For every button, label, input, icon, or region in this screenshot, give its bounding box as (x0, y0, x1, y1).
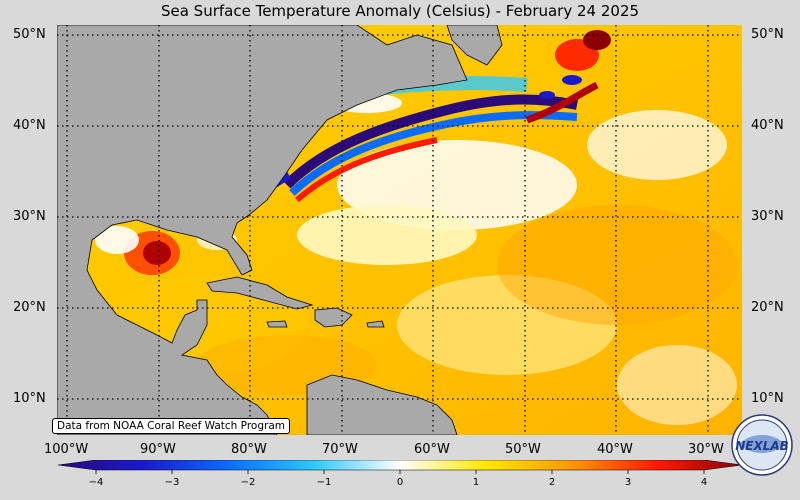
colorbar-tick-label: 2 (549, 477, 555, 488)
colorbar-tick-label: −1 (317, 477, 332, 488)
lon-label: 90°W (140, 442, 176, 457)
lat-label-right: 30°N (751, 209, 784, 224)
lon-label: 50°W (505, 442, 541, 457)
colorbar-tick-label: −4 (89, 477, 104, 488)
land-masses (57, 25, 503, 435)
sst-anomaly-map (57, 25, 742, 435)
lat-label-right: 50°N (751, 27, 784, 42)
lat-label-left: 20°N (13, 300, 46, 315)
lon-label: 70°W (322, 442, 358, 457)
lat-label-left: 40°N (13, 118, 46, 133)
lat-label-left: 30°N (13, 209, 46, 224)
lat-label-right: 40°N (751, 118, 784, 133)
map-title: Sea Surface Temperature Anomaly (Celsius… (160, 2, 640, 20)
lon-label: 30°W (688, 442, 724, 457)
colorbar-tick-label: −2 (241, 477, 256, 488)
lon-label: 40°W (597, 442, 633, 457)
lat-label-right: 20°N (751, 300, 784, 315)
lat-label-right: 10°N (751, 391, 784, 406)
data-credit: Data from NOAA Coral Reef Watch Program (52, 418, 290, 434)
lat-label-left: 50°N (13, 27, 46, 42)
colorbar-tick-label: 0 (397, 477, 403, 488)
logo-text: NEXLAB (735, 439, 789, 453)
lon-label: 60°W (414, 442, 450, 457)
colorbar-tick-label: −3 (165, 477, 180, 488)
lat-label-left: 10°N (13, 391, 46, 406)
nexlab-logo: NEXLAB (731, 414, 793, 476)
lon-label: 100°W (44, 442, 89, 457)
colorbar: −4 −3 −2 −1 0 1 2 3 4 (58, 460, 742, 488)
graticule (57, 25, 742, 435)
colorbar-tick-label: 1 (473, 477, 479, 488)
colorbar-gradient (58, 460, 742, 471)
colorbar-tick-label: 4 (701, 477, 707, 488)
colorbar-tick-label: 3 (625, 477, 631, 488)
lon-label: 80°W (231, 442, 267, 457)
